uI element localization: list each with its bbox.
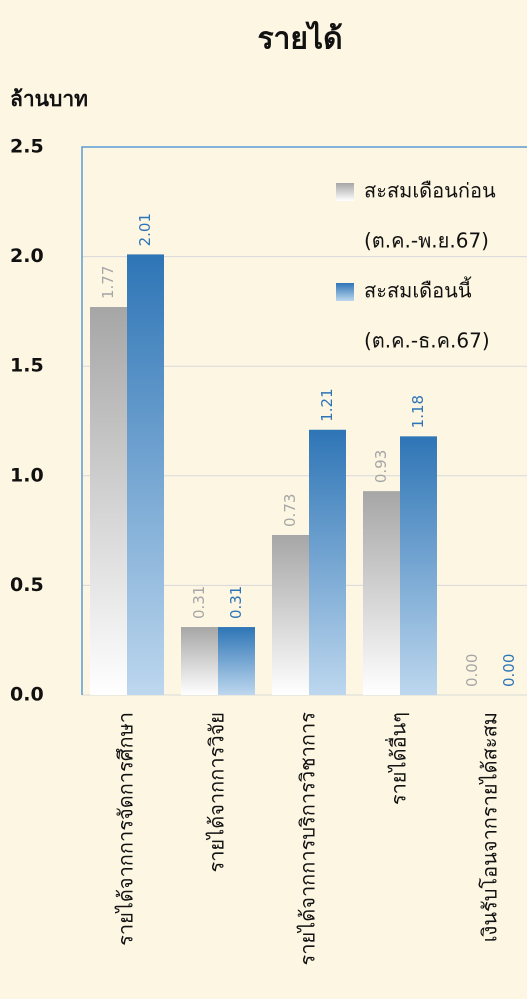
value-label: 0.31 (190, 586, 208, 619)
legend-period: (ต.ค.-พ.ย.67) (364, 229, 489, 253)
y-tick-label: 1.0 (10, 464, 44, 486)
chart-title: รายได้ (257, 21, 342, 57)
y-axis-label: ล้านบาท (10, 87, 88, 111)
x-tick-label: รายได้จากการวิจัย (205, 712, 229, 873)
y-tick-label: 2.0 (10, 245, 44, 267)
bar (90, 307, 127, 695)
plot-border (81, 146, 527, 695)
value-label: 0.00 (463, 654, 481, 687)
legend-swatch (336, 283, 354, 301)
x-tick-label: เงินรับโอนจากรายได้สะสม (478, 712, 502, 942)
bar (272, 534, 309, 695)
value-label: 0.31 (227, 586, 245, 619)
value-label: 1.77 (99, 266, 117, 299)
legend-label: สะสมเดือนนี้ (364, 277, 472, 303)
legend-swatch (336, 183, 354, 201)
value-label: 0.93 (372, 450, 390, 483)
y-tick-label: 0.5 (10, 574, 44, 596)
x-tick-label: รายได้จากการบริการวิชาการ (296, 712, 320, 966)
value-label: 1.18 (409, 395, 427, 428)
value-label: 0.00 (500, 654, 518, 687)
bar (127, 254, 164, 695)
x-tick-label: รายได้อื่นๆ (385, 712, 411, 805)
legend-label: สะสมเดือนก่อน (364, 179, 496, 203)
y-tick-label: 0.0 (10, 684, 44, 706)
bar (400, 436, 437, 695)
x-tick-label: รายได้จากการจัดการศึกษา (114, 712, 138, 946)
bar (181, 627, 218, 695)
value-label: 1.21 (318, 388, 336, 421)
legend-period: (ต.ค.-ธ.ค.67) (364, 329, 490, 353)
y-tick-label: 2.5 (10, 136, 44, 158)
bar (363, 491, 400, 695)
value-label: 2.01 (136, 213, 154, 246)
y-tick-label: 1.5 (10, 355, 44, 377)
value-label: 0.73 (281, 494, 299, 527)
bar (309, 429, 346, 695)
bar (218, 627, 255, 695)
